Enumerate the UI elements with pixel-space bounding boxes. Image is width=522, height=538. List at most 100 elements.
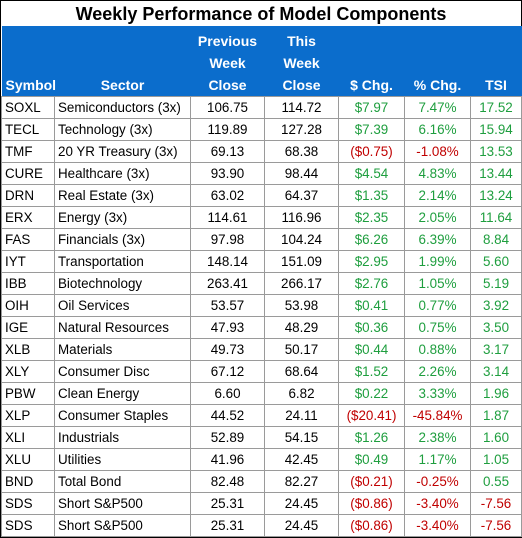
symbol-cell: IGE — [1, 315, 55, 339]
dollar-change-cell: ($0.75) — [338, 139, 405, 163]
percent-change-cell: 0.77% — [404, 293, 471, 317]
tsi-cell: 13.53 — [470, 139, 522, 163]
this-close-cell: 48.29 — [264, 315, 339, 339]
symbol-cell: IYT — [1, 249, 55, 273]
symbol-cell: XLI — [1, 425, 55, 449]
dollar-change-cell: $1.26 — [338, 425, 405, 449]
previous-close-cell: 119.89 — [190, 117, 265, 141]
dollar-change-cell: ($0.21) — [338, 469, 405, 493]
tsi-cell: 1.05 — [470, 447, 522, 471]
previous-close-cell: 114.61 — [190, 205, 265, 229]
header-previous-week-close: Previous Week Close — [190, 26, 265, 96]
previous-close-cell: 53.57 — [190, 293, 265, 317]
this-close-cell: 24.45 — [264, 491, 339, 515]
dollar-change-cell: $2.35 — [338, 205, 405, 229]
sector-cell: Consumer Staples — [54, 403, 191, 427]
percent-change-cell: 1.17% — [404, 447, 471, 471]
this-close-cell: 50.17 — [264, 337, 339, 361]
dollar-change-cell: $0.49 — [338, 447, 405, 471]
tsi-cell: 11.64 — [470, 205, 522, 229]
sector-cell: Semiconductors (3x) — [54, 95, 191, 119]
header-symbol: Symbol — [1, 26, 56, 96]
table-row: TECL Technology (3x) 119.89 127.28 $7.39 6.16… — [1, 117, 522, 141]
dollar-change-cell: $0.44 — [338, 337, 405, 361]
this-close-cell: 64.37 — [264, 183, 339, 207]
percent-change-cell: 4.83% — [404, 161, 471, 185]
this-close-cell: 127.28 — [264, 117, 339, 141]
symbol-cell: BND — [1, 469, 55, 493]
percent-change-cell: 2.14% — [404, 183, 471, 207]
percent-change-cell: 7.47% — [404, 95, 471, 119]
previous-close-cell: 97.98 — [190, 227, 265, 251]
table-row: XLY Consumer Disc 67.12 68.64 $1.52 2.26% 3.14 — [1, 359, 522, 383]
tsi-cell: -7.56 — [470, 513, 522, 537]
this-close-cell: 24.45 — [264, 513, 339, 537]
sector-cell: Transportation — [54, 249, 191, 273]
table-row: XLB Materials 49.73 50.17 $0.44 0.88% 3.17 — [1, 337, 522, 361]
percent-change-cell: 2.38% — [404, 425, 471, 449]
table-row: IBB Biotechnology 263.41 266.17 $2.76 1.05% 5.… — [1, 271, 522, 295]
symbol-cell: XLY — [1, 359, 55, 383]
header-dollar-change: $ Chg. — [338, 26, 405, 96]
symbol-cell: FAS — [1, 227, 55, 251]
percent-change-cell: 6.39% — [404, 227, 471, 251]
sector-cell: Oil Services — [54, 293, 191, 317]
symbol-cell: PBW — [1, 381, 55, 405]
sector-cell: Financials (3x) — [54, 227, 191, 251]
this-close-cell: 98.44 — [264, 161, 339, 185]
dollar-change-cell: $2.95 — [338, 249, 405, 273]
this-close-cell: 68.38 — [264, 139, 339, 163]
symbol-cell: SDS — [1, 491, 55, 515]
previous-close-cell: 82.48 — [190, 469, 265, 493]
previous-close-cell: 263.41 — [190, 271, 265, 295]
table-row: SDS Short S&P500 25.31 24.45 ($0.86) -3.40% -7… — [1, 513, 522, 537]
tsi-cell: 0.55 — [470, 469, 522, 493]
table-row: DRN Real Estate (3x) 63.02 64.37 $1.35 2.14% 1… — [1, 183, 522, 207]
percent-change-cell: -0.25% — [404, 469, 471, 493]
dollar-change-cell: $1.35 — [338, 183, 405, 207]
sector-cell: Short S&P500 — [54, 491, 191, 515]
percent-change-cell: 2.05% — [404, 205, 471, 229]
sector-cell: Natural Resources — [54, 315, 191, 339]
symbol-cell: SDS — [1, 513, 55, 537]
this-close-cell: 104.24 — [264, 227, 339, 251]
sector-cell: Industrials — [54, 425, 191, 449]
percent-change-cell: 3.33% — [404, 381, 471, 405]
previous-close-cell: 52.89 — [190, 425, 265, 449]
symbol-cell: XLP — [1, 403, 55, 427]
sector-cell: 20 YR Treasury (3x) — [54, 139, 191, 163]
sector-cell: Biotechnology — [54, 271, 191, 295]
header-this-week-close: This Week Close — [264, 26, 339, 96]
tsi-cell: 5.19 — [470, 271, 522, 295]
previous-close-cell: 67.12 — [190, 359, 265, 383]
this-close-cell: 116.96 — [264, 205, 339, 229]
symbol-cell: TMF — [1, 139, 55, 163]
percent-change-cell: -45.84% — [404, 403, 471, 427]
sector-cell: Clean Energy — [54, 381, 191, 405]
dollar-change-cell: ($0.86) — [338, 513, 405, 537]
percent-change-cell: 1.05% — [404, 271, 471, 295]
tsi-cell: 1.60 — [470, 425, 522, 449]
symbol-cell: CURE — [1, 161, 55, 185]
percent-change-cell: 2.26% — [404, 359, 471, 383]
tsi-cell: 17.52 — [470, 95, 522, 119]
tsi-cell: 1.96 — [470, 381, 522, 405]
previous-close-cell: 47.93 — [190, 315, 265, 339]
dollar-change-cell: $7.39 — [338, 117, 405, 141]
sector-cell: Materials — [54, 337, 191, 361]
percent-change-cell: 1.99% — [404, 249, 471, 273]
this-close-cell: 24.11 — [264, 403, 339, 427]
symbol-cell: OIH — [1, 293, 55, 317]
sector-cell: Technology (3x) — [54, 117, 191, 141]
table-row: IGE Natural Resources 47.93 48.29 $0.36 0.75%… — [1, 315, 522, 339]
dollar-change-cell: ($0.86) — [338, 491, 405, 515]
dollar-change-cell: $1.52 — [338, 359, 405, 383]
this-close-cell: 266.17 — [264, 271, 339, 295]
header-percent-change: % Chg. — [404, 26, 471, 96]
table-row: XLU Utilities 41.96 42.45 $0.49 1.17% 1.05 — [1, 447, 522, 471]
dollar-change-cell: ($20.41) — [338, 403, 405, 427]
tsi-cell: 3.17 — [470, 337, 522, 361]
percent-change-cell: -1.08% — [404, 139, 471, 163]
table-row: OIH Oil Services 53.57 53.98 $0.41 0.77% 3.92 — [1, 293, 522, 317]
previous-close-cell: 25.31 — [190, 491, 265, 515]
